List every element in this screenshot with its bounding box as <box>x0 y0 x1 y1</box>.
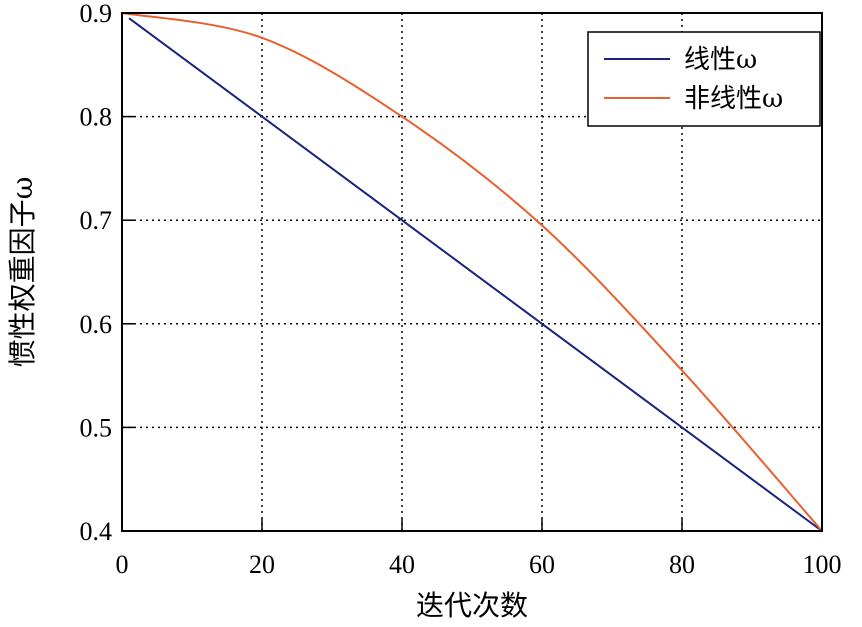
x-tick-label: 100 <box>803 550 842 579</box>
x-tick-label: 20 <box>249 550 275 579</box>
x-tick-label: 60 <box>529 550 555 579</box>
axis-ticks <box>121 12 823 532</box>
y-axis-title: 惯性权重因子ω <box>6 177 39 368</box>
series-line-linear <box>128 17 823 532</box>
legend-box <box>587 31 821 127</box>
y-tick-label: 0.4 <box>80 517 113 546</box>
series-lines <box>121 12 823 532</box>
y-tick-label: 0.6 <box>80 310 113 339</box>
plot-frame <box>121 12 823 532</box>
y-tick-label: 0.8 <box>80 103 113 132</box>
legend: 线性ω 非线性ω <box>587 31 821 127</box>
x-tick-label: 0 <box>116 550 129 579</box>
x-tick-labels: 0 20 40 60 80 100 <box>116 550 842 579</box>
y-tick-label: 0.5 <box>80 413 113 442</box>
x-axis-title: 迭代次数 <box>416 589 528 622</box>
y-tick-label: 0.7 <box>80 206 113 235</box>
y-tick-labels: 0.4 0.5 0.6 0.7 0.8 0.9 <box>80 0 113 546</box>
x-tick-label: 80 <box>669 550 695 579</box>
series-line-nonlinear <box>121 12 823 532</box>
y-tick-label: 0.9 <box>80 0 113 28</box>
legend-label-nonlinear: 非线性ω <box>684 84 783 114</box>
x-tick-label: 40 <box>389 550 415 579</box>
legend-label-linear: 线性ω <box>684 45 757 75</box>
